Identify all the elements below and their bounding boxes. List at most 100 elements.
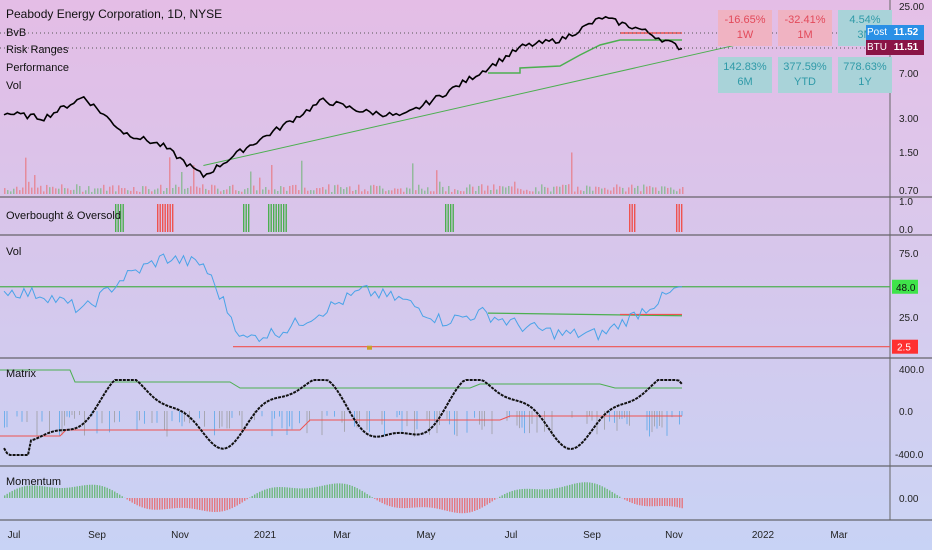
performance-cell-6m: 142.83% 6M xyxy=(718,57,772,93)
time-axis-label: 2021 xyxy=(254,530,277,541)
momentum-bar xyxy=(326,484,328,498)
momentum-bar xyxy=(66,487,68,498)
momentum-bar xyxy=(549,489,551,498)
momentum-bar xyxy=(396,498,398,508)
matrix-histogram-bar xyxy=(536,411,538,433)
volume-bar xyxy=(175,184,177,194)
matrix-upper-band xyxy=(0,369,682,389)
matrix-lower-band xyxy=(0,415,682,437)
trend-line xyxy=(203,38,763,167)
matrix-histogram-bar xyxy=(226,411,228,429)
momentum-bar xyxy=(454,498,456,513)
volume-bar xyxy=(187,187,189,194)
volume-bar xyxy=(253,185,255,194)
momentum-bar xyxy=(79,485,81,498)
momentum-bar xyxy=(114,491,116,498)
performance-value: 377.59% xyxy=(783,61,827,73)
pane-matrix-label[interactable]: Matrix xyxy=(6,368,36,380)
momentum-bar xyxy=(81,485,83,498)
volume-bar xyxy=(37,187,39,194)
momentum-bar xyxy=(61,488,63,498)
matrix-histogram-bar xyxy=(184,411,185,422)
matrix-histogram-bar xyxy=(4,411,5,428)
matrix-histogram-bar xyxy=(66,411,68,417)
momentum-bar xyxy=(84,485,86,498)
time-axis-label: Jul xyxy=(8,530,21,541)
momentum-bar xyxy=(101,486,103,498)
momentum-bar xyxy=(486,498,488,505)
matrix-histogram-bar xyxy=(114,411,115,423)
volume-bar xyxy=(280,186,282,194)
indicator-risk-ranges[interactable]: Risk Ranges xyxy=(6,44,69,56)
matrix-histogram-bar xyxy=(671,411,673,418)
matrix-histogram-bar xyxy=(449,411,450,425)
volume-bar xyxy=(238,190,240,194)
matrix-histogram-bar xyxy=(399,411,400,416)
volume-bar xyxy=(52,186,54,194)
indicator-bvb[interactable]: BvB xyxy=(6,27,27,39)
volume-bar xyxy=(601,188,603,194)
momentum-bar xyxy=(334,483,336,498)
volume-bar xyxy=(619,186,621,194)
momentum-bar xyxy=(134,498,136,504)
pane-momentum-label[interactable]: Momentum xyxy=(6,476,62,488)
momentum-bar xyxy=(456,498,458,513)
volume-bar xyxy=(130,190,132,194)
volume-bar xyxy=(406,187,408,194)
volume-bar xyxy=(127,190,129,194)
indicator-performance[interactable]: Performance xyxy=(6,62,69,74)
pane-vol-label[interactable]: Vol xyxy=(6,246,22,258)
volume-bar xyxy=(403,191,405,194)
volume-bar xyxy=(43,191,45,194)
volume-bar xyxy=(598,187,600,194)
momentum-bar xyxy=(436,498,438,509)
matrix-histogram-bar xyxy=(516,411,518,426)
volume-bar xyxy=(655,187,657,194)
momentum-bar xyxy=(51,487,53,498)
momentum-bar xyxy=(354,486,356,498)
ob-os-bar xyxy=(676,204,678,232)
momentum-bar xyxy=(494,498,496,500)
time-axis-label: Sep xyxy=(583,530,601,541)
momentum-bar xyxy=(489,498,491,504)
volume-bar xyxy=(625,191,627,194)
matrix-histogram-bar xyxy=(119,411,120,422)
volume-bar xyxy=(118,185,120,194)
momentum-bar xyxy=(526,488,528,498)
momentum-bar xyxy=(341,483,343,498)
volume-bar xyxy=(190,186,192,194)
momentum-bar xyxy=(516,489,518,498)
volume-bar xyxy=(508,185,510,194)
volume-bar xyxy=(241,191,243,194)
momentum-bar xyxy=(24,486,26,498)
volume-bar xyxy=(148,189,150,194)
momentum-bar xyxy=(421,498,423,508)
volume-bar xyxy=(268,189,270,194)
matrix-histogram-bar xyxy=(289,411,290,427)
volume-bar xyxy=(532,191,534,194)
volume-bar xyxy=(364,189,366,194)
volume-bar xyxy=(19,190,21,194)
momentum-bar xyxy=(216,498,218,512)
volume-bar xyxy=(310,190,312,194)
momentum-bar xyxy=(596,484,598,498)
matrix-histogram-bar xyxy=(621,411,623,420)
performance-cell-ytd: 377.59% YTD xyxy=(778,57,832,93)
volume-bar xyxy=(196,186,198,194)
volume-bar xyxy=(346,187,348,194)
ob-os-bar xyxy=(243,204,245,232)
matrix-histogram-bar xyxy=(646,411,648,431)
momentum-bar xyxy=(19,487,21,498)
pane-ob-label[interactable]: Overbought & Oversold xyxy=(6,210,121,222)
matrix-histogram-bar xyxy=(221,411,223,427)
post-price-tag: Post 11.52 xyxy=(866,25,924,40)
indicator-vol[interactable]: Vol xyxy=(6,80,22,92)
momentum-bar xyxy=(359,489,361,498)
volume-bar xyxy=(277,191,279,194)
momentum-bar xyxy=(229,498,231,510)
momentum-bar xyxy=(626,498,628,501)
momentum-bar xyxy=(251,496,253,498)
momentum-bar xyxy=(64,487,66,498)
momentum-bar xyxy=(279,487,281,498)
momentum-bar xyxy=(654,498,656,507)
